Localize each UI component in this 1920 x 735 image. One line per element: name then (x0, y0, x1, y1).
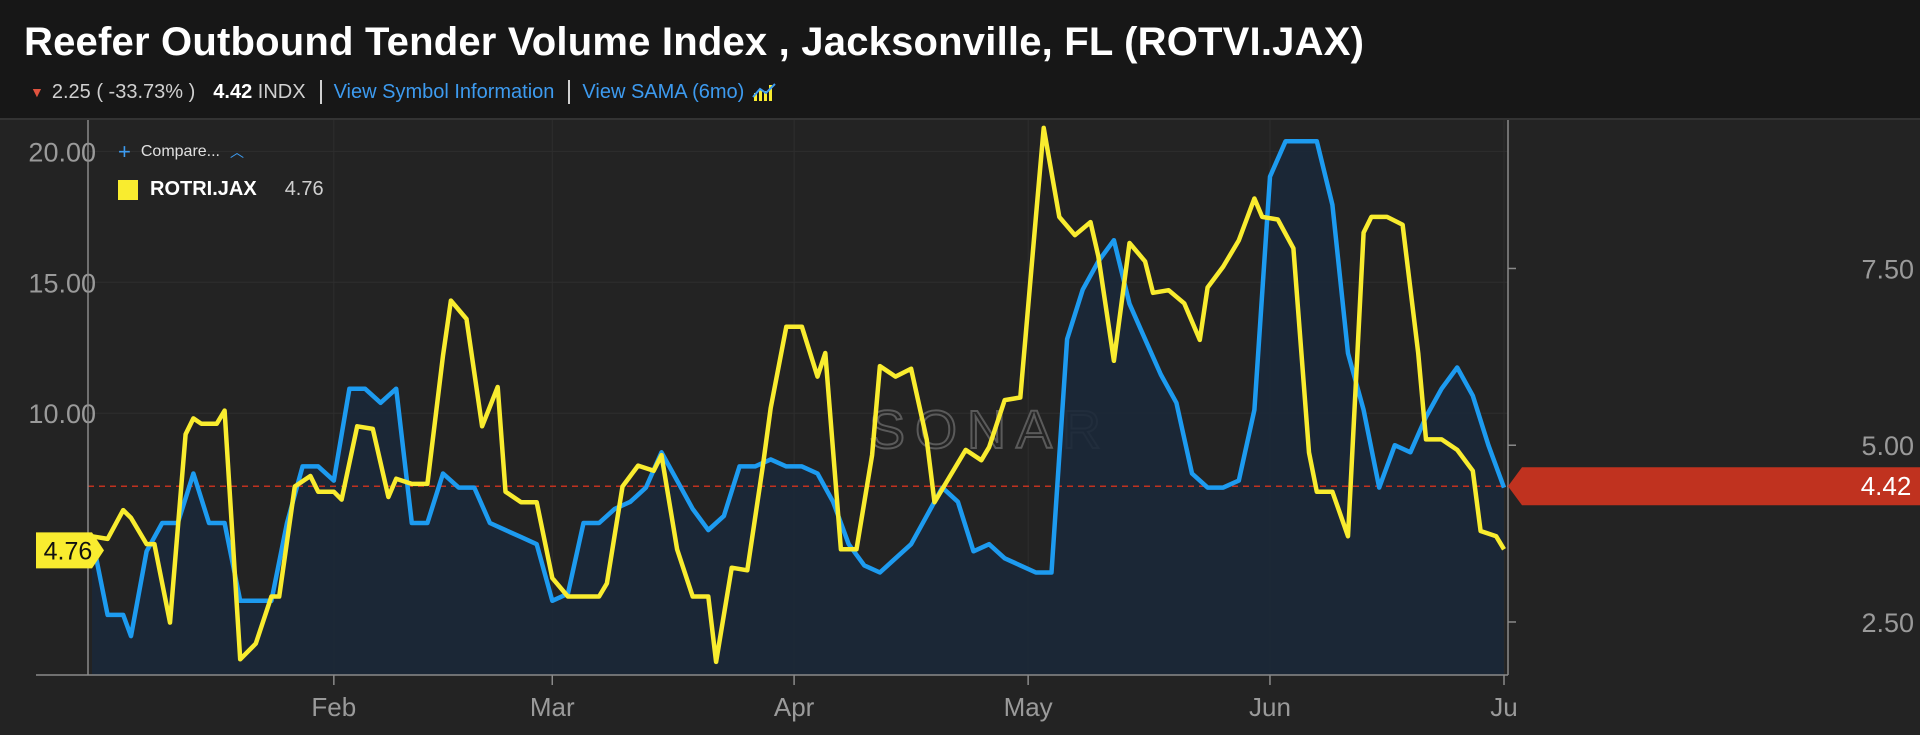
y-right-tick-label: 2.50 (1861, 608, 1914, 638)
chart-header: Reefer Outbound Tender Volume Index , Ja… (0, 0, 1920, 120)
x-tick-label: Mar (530, 692, 575, 722)
divider (568, 80, 571, 104)
legend-series-name: ROTRI.JAX (150, 178, 257, 200)
view-symbol-info-link[interactable]: View Symbol Information (333, 80, 555, 103)
y-left-tick-label: 20.00 (28, 137, 96, 167)
plus-icon: + (118, 139, 131, 164)
divider (319, 80, 322, 104)
x-tick-label: Feb (311, 692, 356, 722)
compare-label: Compare... (140, 143, 220, 160)
page-title: Reefer Outbound Tender Volume Index , Ja… (24, 20, 1365, 64)
price-change: 2.25 ( -33.73% ) (51, 80, 196, 103)
chart-axes: Feb Mar Apr May Jun Ju 20.00 15.00 10.00 7.50 5.00… (28, 120, 1914, 722)
x-tick-label: Jun (1249, 692, 1291, 722)
y-left-tick-label: 10.00 (28, 399, 96, 429)
y-right-tick-label: 5.00 (1861, 431, 1914, 461)
rotri-line (91, 125, 1506, 665)
compare-button[interactable]: + Compare... ︿ (118, 140, 324, 164)
legend-series-value: 4.76 (284, 178, 324, 200)
y-left-tick-label: 15.00 (28, 268, 96, 298)
last-value: 4.42 (213, 80, 253, 103)
x-tick-label: Ju (1490, 692, 1517, 722)
chart-trend-icon[interactable] (752, 81, 777, 103)
view-sama-link[interactable]: View SAMA (6mo) (582, 80, 745, 103)
right-badge-label: 4.42 (1861, 471, 1912, 501)
x-tick-label: Apr (774, 692, 815, 722)
rotvi-line (89, 138, 1507, 639)
last-unit: INDX (257, 80, 306, 103)
y-right-tick-label: 7.50 (1861, 254, 1914, 284)
last-value-group: 4.42 INDX (213, 81, 305, 104)
down-arrow-icon: ▼ (30, 84, 44, 100)
chart-legend: + Compare... ︿ ROTRI.JAX 4.76 (118, 140, 324, 201)
rotvi-area (92, 141, 1504, 675)
chevron-up-icon: ︿ (230, 144, 244, 160)
right-value-badge (1508, 467, 1920, 506)
value-badges: 4.76 4.42 (36, 467, 1920, 569)
left-badge-label: 4.76 (44, 537, 93, 565)
x-tick-label: May (1004, 692, 1053, 722)
legend-item-rotri[interactable]: ROTRI.JAX 4.76 (118, 178, 324, 201)
symbol-summary: ▼ 2.25 ( -33.73% ) 4.42 INDX View Symbol… (30, 80, 777, 104)
legend-swatch (118, 179, 138, 200)
left-value-badge (36, 532, 104, 569)
